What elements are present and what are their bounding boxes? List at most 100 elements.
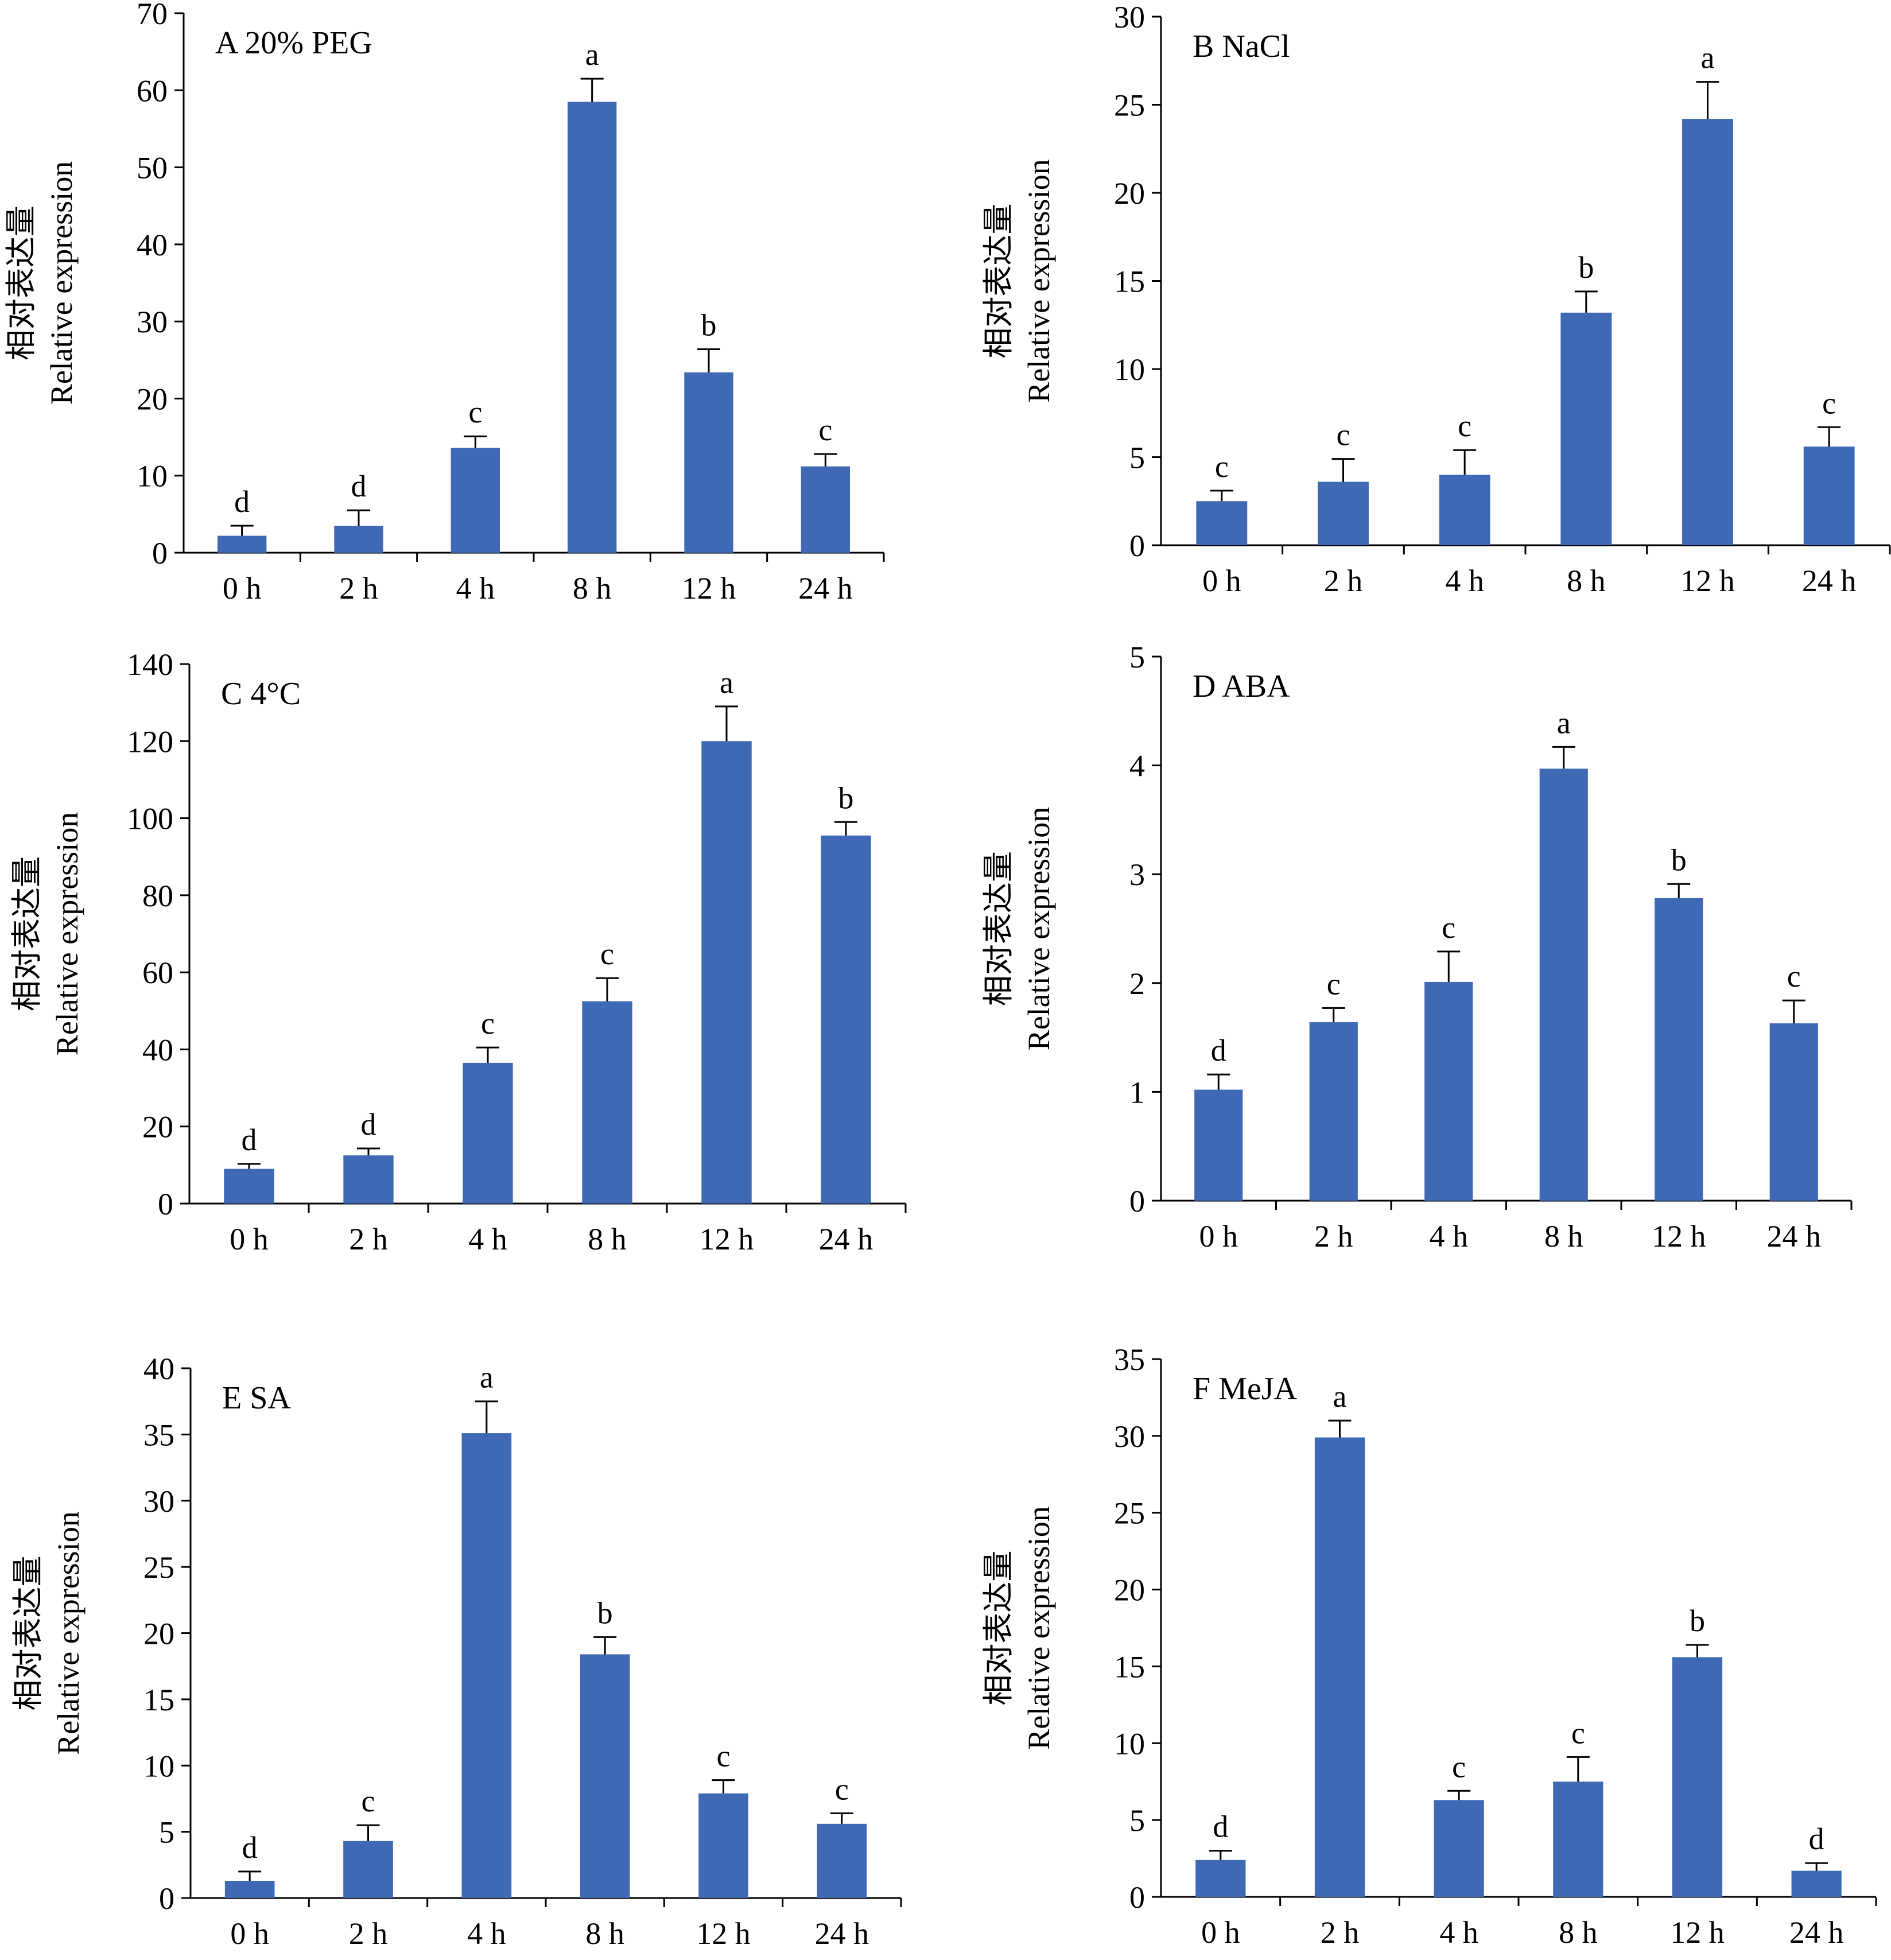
x-tick-label: 4 h xyxy=(1430,1219,1469,1253)
panel-title: C 4°C xyxy=(221,676,301,712)
y-axis-label-en: Relative expression xyxy=(50,812,84,1055)
y-tick-label: 15 xyxy=(1114,1649,1145,1684)
y-tick-label: 5 xyxy=(159,1815,174,1850)
y-tick-label: 140 xyxy=(127,647,173,682)
bar-12h xyxy=(1682,119,1733,545)
y-tick-label: 60 xyxy=(142,956,173,990)
bar-4h xyxy=(461,1433,512,1898)
y-tick-label: 5 xyxy=(1129,441,1145,475)
y-tick-label: 50 xyxy=(137,151,168,185)
x-tick-label: 2 h xyxy=(349,1222,388,1256)
bar-0h xyxy=(1195,1860,1246,1897)
y-tick-label: 10 xyxy=(1114,352,1145,387)
y-tick-label: 35 xyxy=(1114,1342,1145,1377)
x-tick-label: 4 h xyxy=(1445,564,1484,598)
y-tick-label: 20 xyxy=(137,382,168,416)
y-tick-label: 30 xyxy=(1114,1419,1145,1454)
bar-2h xyxy=(343,1841,393,1898)
bar-2h xyxy=(1309,1022,1358,1201)
x-tick-label: 24 h xyxy=(798,571,853,606)
y-axis-label-zh: 相对表达量 xyxy=(11,1556,45,1711)
y-tick-label: 40 xyxy=(142,1033,173,1067)
panel-title: E SA xyxy=(222,1380,291,1416)
x-tick-label: 2 h xyxy=(349,1916,388,1951)
x-tick-label: 12 h xyxy=(700,1222,754,1256)
y-tick-label: 30 xyxy=(137,305,168,339)
bar-8h xyxy=(1539,769,1588,1201)
significance-label: b xyxy=(1671,843,1687,877)
y-tick-label: 0 xyxy=(1129,529,1145,563)
x-tick-label: 4 h xyxy=(1439,1915,1478,1950)
bar-4h xyxy=(1439,475,1490,545)
y-tick-label: 25 xyxy=(1114,1496,1145,1531)
y-tick-label: 60 xyxy=(137,73,168,108)
x-tick-label: 4 h xyxy=(456,571,495,606)
y-axis-label-zh: 相对表达量 xyxy=(981,1551,1016,1706)
bar-12h xyxy=(1655,898,1703,1201)
y-tick-label: 10 xyxy=(137,459,168,494)
y-tick-label: 0 xyxy=(159,1881,174,1916)
x-tick-label: 8 h xyxy=(588,1222,627,1256)
x-tick-label: 24 h xyxy=(1802,564,1857,598)
significance-label: d xyxy=(361,1107,376,1142)
bar-24h xyxy=(817,1823,867,1898)
y-axis-label-en: Relative expression xyxy=(1022,159,1056,402)
bar-12h xyxy=(1672,1657,1723,1897)
chart-panel-a: 0 10 20 30 40 50 60 70 d 0 h d 2 h c 4 h a 8 h b 12 h c 24 … xyxy=(4,0,885,606)
significance-label: b xyxy=(597,1596,613,1630)
significance-label: d xyxy=(242,1123,257,1157)
significance-label: a xyxy=(585,37,599,72)
y-tick-label: 120 xyxy=(127,724,173,759)
y-tick-label: 80 xyxy=(142,879,173,913)
x-tick-label: 2 h xyxy=(1324,564,1363,598)
bar-0h xyxy=(224,1881,275,1898)
y-axis-label-en: Relative expression xyxy=(1022,1506,1056,1749)
x-tick-label: 2 h xyxy=(339,571,378,606)
y-tick-label: 3 xyxy=(1129,857,1145,892)
y-tick-label: 100 xyxy=(127,802,173,836)
significance-label: c xyxy=(1452,1749,1466,1784)
bar-8h xyxy=(567,102,617,553)
bar-8h xyxy=(1553,1782,1603,1897)
bar-12h xyxy=(684,372,733,553)
significance-label: c xyxy=(1327,967,1341,1001)
significance-label: c xyxy=(481,1006,495,1041)
y-axis-label-zh: 相对表达量 xyxy=(981,204,1016,359)
y-tick-label: 35 xyxy=(143,1418,174,1452)
bar-24h xyxy=(1791,1870,1842,1897)
x-tick-label: 0 h xyxy=(1201,1915,1240,1950)
y-tick-label: 20 xyxy=(142,1110,173,1144)
bar-0h xyxy=(1194,1089,1243,1201)
significance-label: b xyxy=(1690,1604,1705,1638)
panel-title: F MeJA xyxy=(1193,1371,1298,1407)
y-tick-label: 2 xyxy=(1129,967,1145,1001)
x-tick-label: 24 h xyxy=(815,1916,869,1951)
significance-label: c xyxy=(1215,449,1229,484)
x-tick-label: 8 h xyxy=(1567,564,1606,598)
y-axis-label-en: Relative expression xyxy=(44,161,79,405)
x-tick-label: 0 h xyxy=(1199,1219,1238,1253)
significance-label: c xyxy=(835,1772,849,1806)
y-tick-label: 1 xyxy=(1129,1075,1145,1109)
significance-label: a xyxy=(1333,1379,1347,1414)
significance-label: a xyxy=(720,665,733,700)
chart-panel-b: 0 5 10 15 20 25 30 c 0 h c 2 h c 4 h b 8 h a 12 h c 24 h B … xyxy=(981,0,1891,598)
significance-label: d xyxy=(234,484,250,519)
x-tick-label: 24 h xyxy=(1767,1219,1822,1253)
y-tick-label: 0 xyxy=(152,536,168,570)
x-tick-label: 12 h xyxy=(1670,1915,1725,1950)
bar-4h xyxy=(451,448,500,553)
y-tick-label: 0 xyxy=(1129,1880,1145,1915)
x-tick-label: 0 h xyxy=(223,571,262,606)
x-tick-label: 0 h xyxy=(230,1222,269,1256)
x-tick-label: 8 h xyxy=(1559,1915,1598,1950)
significance-label: c xyxy=(362,1784,375,1818)
bar-4h xyxy=(1434,1800,1484,1897)
y-tick-label: 70 xyxy=(137,0,168,31)
significance-label: c xyxy=(1458,409,1471,443)
bar-4h xyxy=(463,1062,513,1204)
x-tick-label: 0 h xyxy=(1202,564,1241,598)
bar-12h xyxy=(698,1793,748,1898)
x-tick-label: 12 h xyxy=(1680,564,1735,598)
